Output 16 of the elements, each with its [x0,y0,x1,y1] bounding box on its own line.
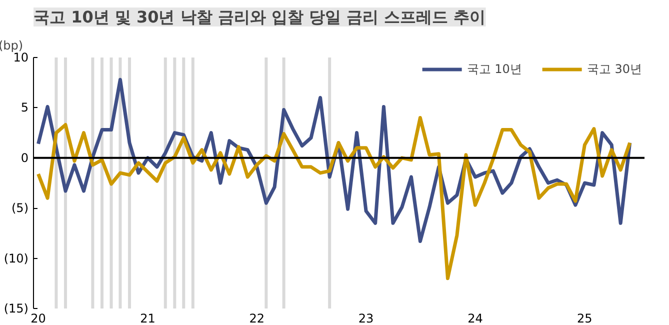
y-tick-label: 0 [20,150,29,165]
y-tick-label: 5 [20,100,29,115]
x-tick-label: 22 [249,312,265,325]
y-tick-label: (5) [12,201,28,216]
legend-label: 국고 10년 [466,60,522,78]
x-tick-label: 25 [577,312,592,325]
y-tick-label: (15) [4,302,29,316]
y-tick-label: (10) [4,251,29,266]
x-tick-label: 23 [358,312,374,325]
line-series [36,116,632,280]
x-tick-label: 20 [30,312,46,325]
legend-label: 국고 30년 [586,60,642,78]
x-tick-label: 21 [140,312,156,325]
chart-title: 국고 10년 및 30년 낙찰 금리와 입찰 당일 금리 스프레드 추이 [34,8,486,26]
y-tick-label: 10 [13,50,29,64]
x-tick-label: 24 [468,312,483,325]
